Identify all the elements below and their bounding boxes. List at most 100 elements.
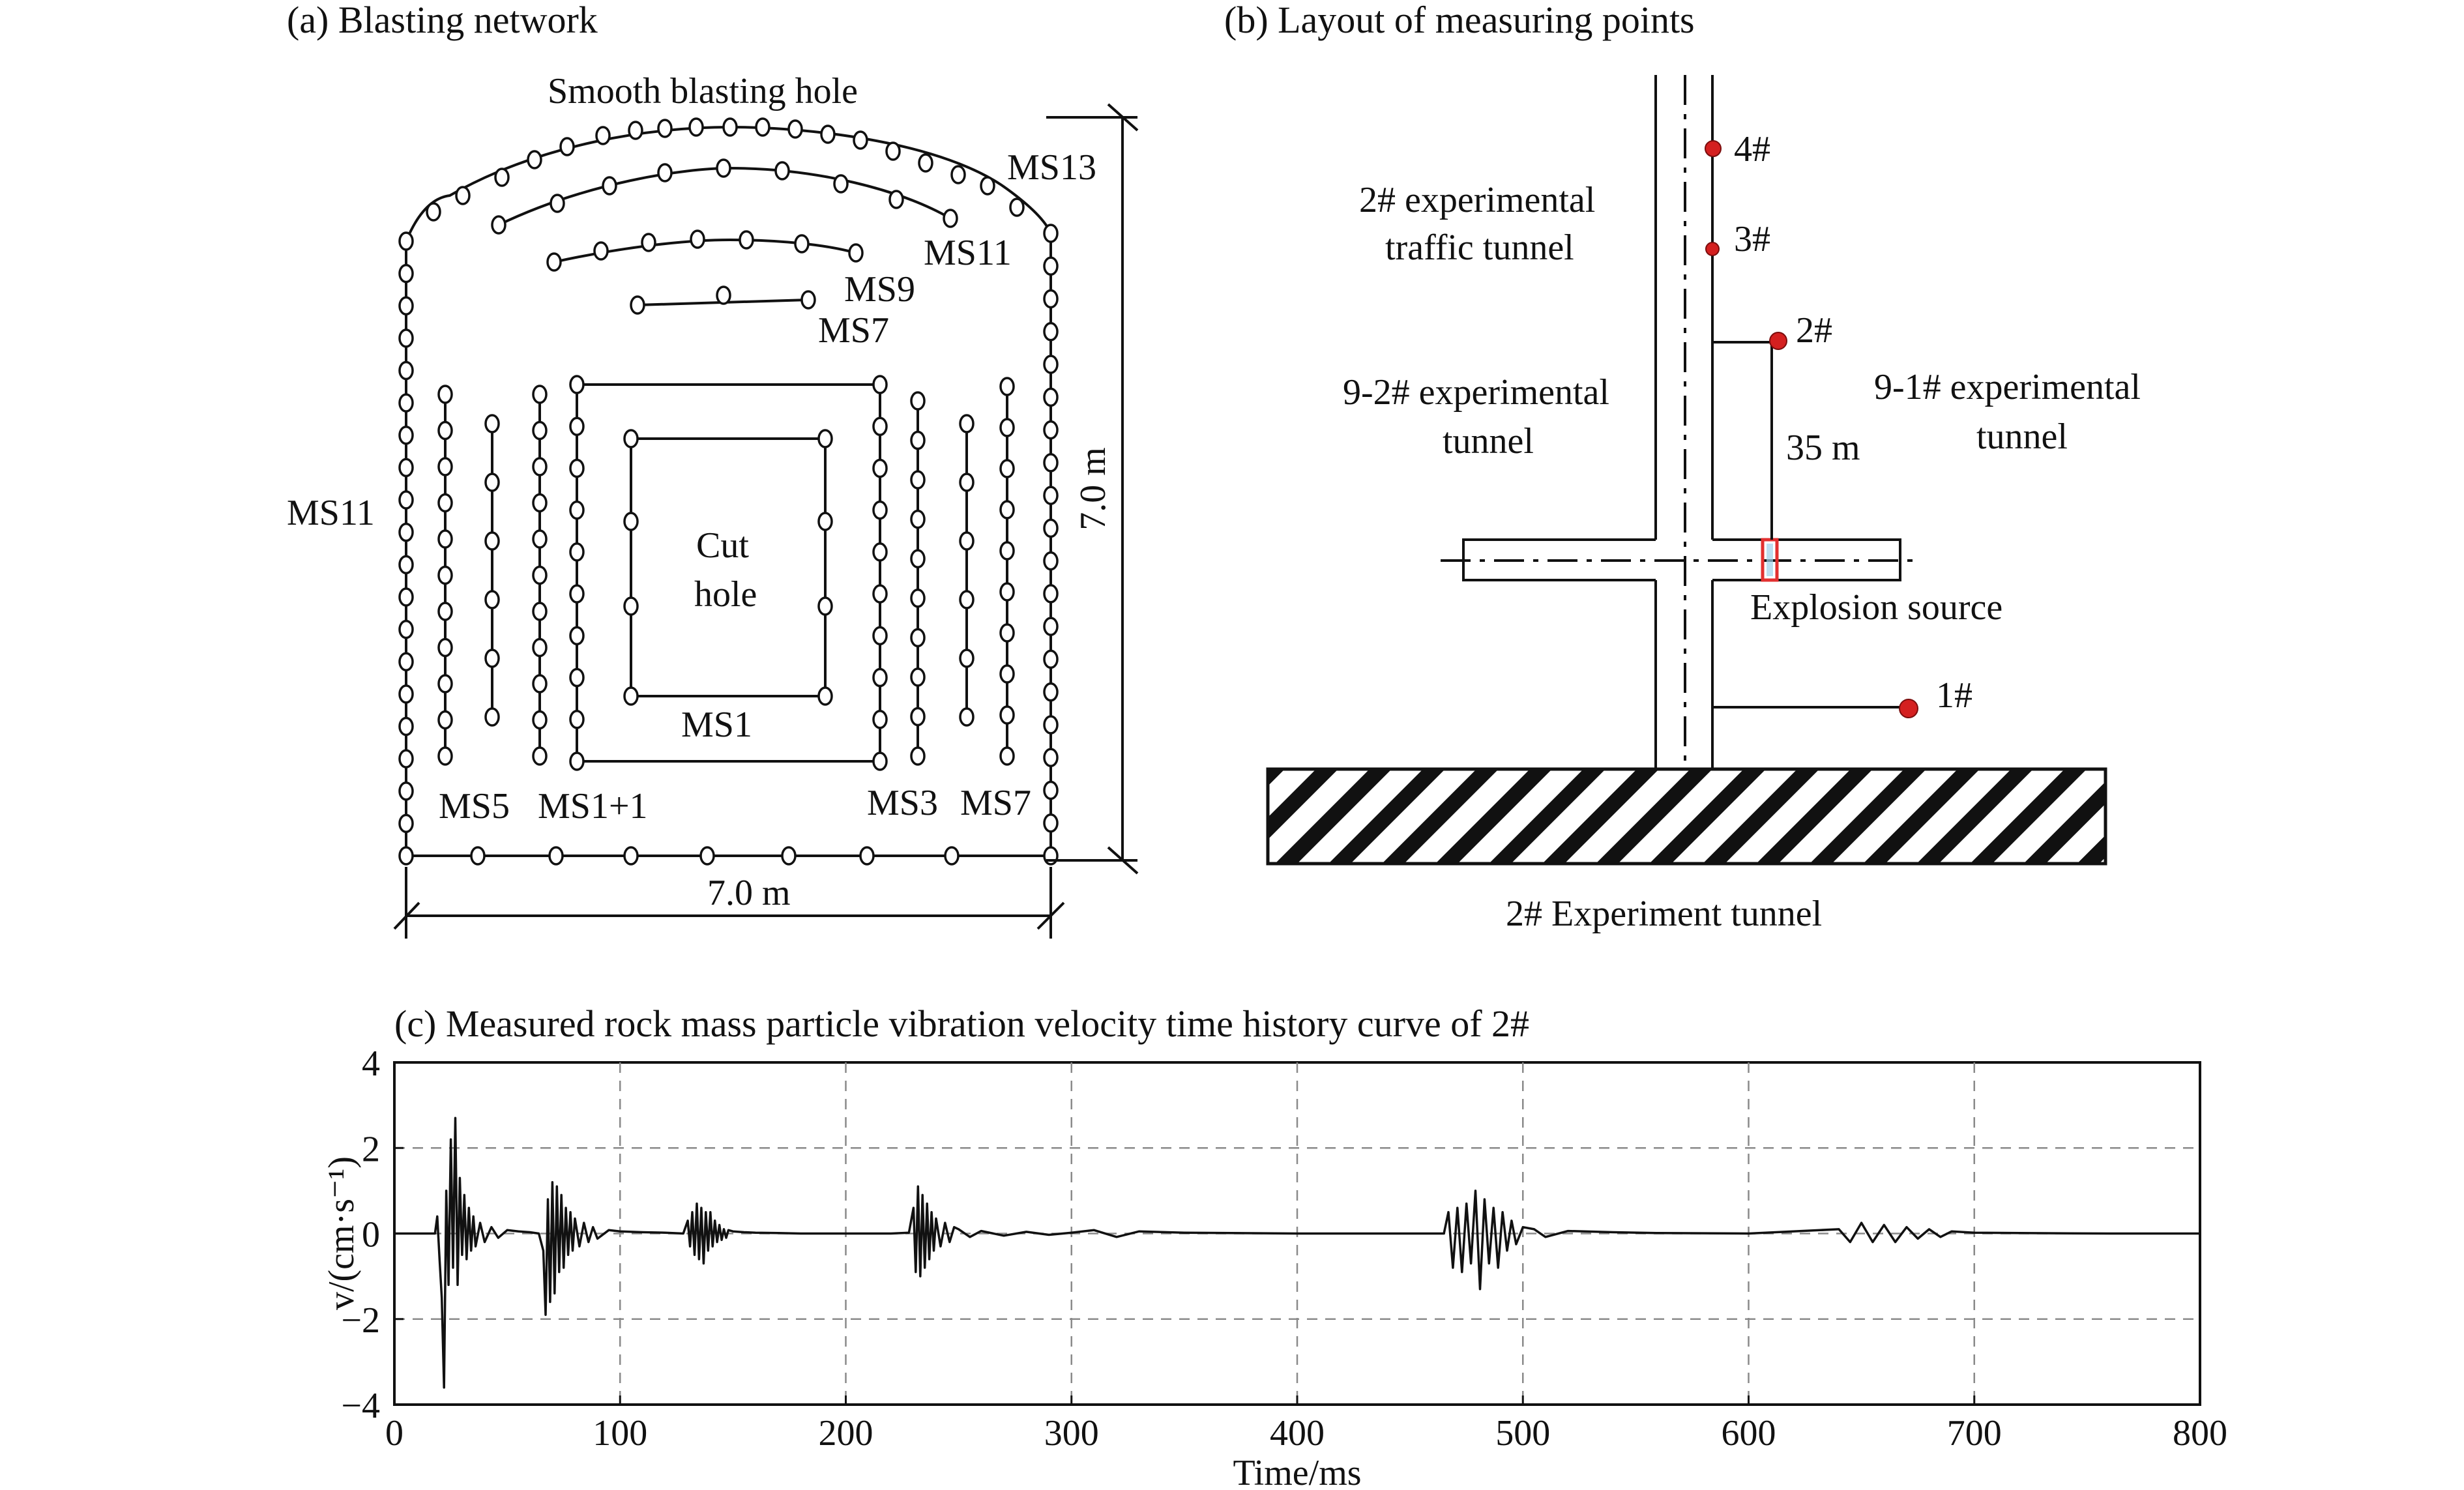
blast-hole xyxy=(484,649,500,668)
x-axis-label: Time/ms xyxy=(1233,1453,1361,1490)
traffic-tunnel-label-2: traffic tunnel xyxy=(1385,227,1574,268)
blast-hole xyxy=(999,664,1015,684)
blast-hole xyxy=(999,541,1015,561)
blast-hole xyxy=(398,619,414,639)
blast-hole xyxy=(426,202,441,222)
x-tick-label: 500 xyxy=(1495,1413,1550,1453)
height-dimension: 7.0 m xyxy=(1046,103,1139,875)
blast-hole xyxy=(910,430,926,450)
blast-hole xyxy=(569,375,585,394)
blast-hole xyxy=(623,512,639,531)
blast-hole xyxy=(787,119,803,139)
blast-hole xyxy=(774,161,790,181)
blast-hole xyxy=(437,602,453,621)
blast-hole xyxy=(532,637,548,658)
blast-hole xyxy=(437,420,453,441)
blast-hole xyxy=(491,215,506,235)
y-tick-label: 4 xyxy=(362,1044,380,1084)
label-ms11-left: MS11 xyxy=(287,493,375,533)
blast-hole xyxy=(623,596,639,616)
point-label-2: 2# xyxy=(1796,310,1832,351)
blast-hole xyxy=(716,285,731,305)
panel-a-title: (a) Blasting network xyxy=(287,0,598,41)
blast-hole xyxy=(817,596,833,616)
blast-hole xyxy=(437,565,453,585)
width-dimension: 7.0 m xyxy=(393,867,1065,939)
blast-hole xyxy=(484,707,500,727)
blast-hole xyxy=(398,393,414,413)
blast-hole xyxy=(1043,387,1059,407)
right-tunnel-label-2: tunnel xyxy=(1976,416,2068,457)
chart-ticks: 0 100 200 300 400 500 600 700 800 4 2 0 −2 −4 xyxy=(341,1044,2227,1453)
blast-hole xyxy=(484,473,500,492)
blast-hole xyxy=(548,846,564,866)
blast-hole xyxy=(888,190,904,209)
blast-hole xyxy=(641,233,656,252)
y-axis-label: v/(cm·s⁻¹) xyxy=(321,1156,362,1310)
blast-hole xyxy=(569,626,585,646)
blast-hole xyxy=(532,493,548,513)
blast-hole xyxy=(484,590,500,609)
blast-hole xyxy=(872,458,888,478)
blast-hole xyxy=(437,746,453,766)
blast-hole xyxy=(484,531,500,551)
panel-b-measuring-layout: (b) Layout of measuring points 4# 3# 2# … xyxy=(1224,0,2141,934)
cut-hole-label-2: hole xyxy=(694,574,757,615)
y-tick-label: −2 xyxy=(341,1300,380,1341)
experiment-tunnel-label: 2# Experiment tunnel xyxy=(1506,894,1822,934)
point-label-1: 1# xyxy=(1936,675,1973,716)
blast-hole xyxy=(781,846,797,866)
blast-hole xyxy=(398,263,414,284)
smooth-hole-label: Smooth blasting hole xyxy=(548,71,858,111)
blast-hole xyxy=(910,589,926,608)
blast-hole xyxy=(910,391,926,411)
x-tick-label: 0 xyxy=(385,1413,403,1453)
blast-hole xyxy=(999,705,1015,725)
y-tick-label: 0 xyxy=(362,1215,380,1255)
blast-hole xyxy=(848,243,864,263)
blast-hole xyxy=(398,587,414,607)
cut-hole-rectangle xyxy=(630,437,827,697)
blast-hole xyxy=(569,500,585,520)
blast-hole xyxy=(1043,813,1059,833)
blast-hole xyxy=(1043,715,1059,735)
blast-hole xyxy=(950,165,966,184)
blast-hole xyxy=(1043,256,1059,276)
blast-hole xyxy=(532,420,548,441)
blast-hole xyxy=(569,458,585,478)
arc-row-ms9 xyxy=(553,238,857,263)
blast-hole xyxy=(532,674,548,694)
explosion-source-label: Explosion source xyxy=(1750,587,2002,628)
explosion-source-fill xyxy=(1767,544,1773,576)
blast-hole xyxy=(999,582,1015,602)
blast-hole xyxy=(817,429,833,448)
blast-hole xyxy=(398,296,414,316)
x-tick-label: 400 xyxy=(1270,1413,1325,1453)
measuring-point-2 xyxy=(1769,332,1787,350)
blast-hole xyxy=(910,628,926,648)
measuring-point-3 xyxy=(1705,242,1720,256)
traffic-tunnel-label-1: 2# experimental xyxy=(1359,180,1595,220)
blast-hole xyxy=(569,416,585,436)
point-label-3: 3# xyxy=(1734,219,1770,259)
blast-hole xyxy=(910,667,926,687)
label-ms9: MS9 xyxy=(844,269,915,310)
blast-hole xyxy=(859,846,875,866)
blast-hole xyxy=(755,117,770,137)
blast-hole xyxy=(398,555,414,575)
blast-hole xyxy=(657,163,673,183)
blast-hole xyxy=(398,846,414,866)
label-ms1: MS1 xyxy=(681,705,752,745)
blast-hole xyxy=(437,493,453,513)
blast-hole xyxy=(1043,289,1059,309)
y-tick-label: 2 xyxy=(362,1129,380,1169)
blast-hole xyxy=(470,846,486,866)
blast-hole xyxy=(1043,584,1059,604)
blast-hole xyxy=(657,119,673,138)
blast-hole xyxy=(1043,748,1059,767)
blast-hole xyxy=(999,746,1015,766)
blast-hole xyxy=(872,500,888,520)
blast-hole xyxy=(628,121,643,140)
blast-hole xyxy=(595,126,611,145)
label-ms7-bottom: MS7 xyxy=(960,783,1031,823)
